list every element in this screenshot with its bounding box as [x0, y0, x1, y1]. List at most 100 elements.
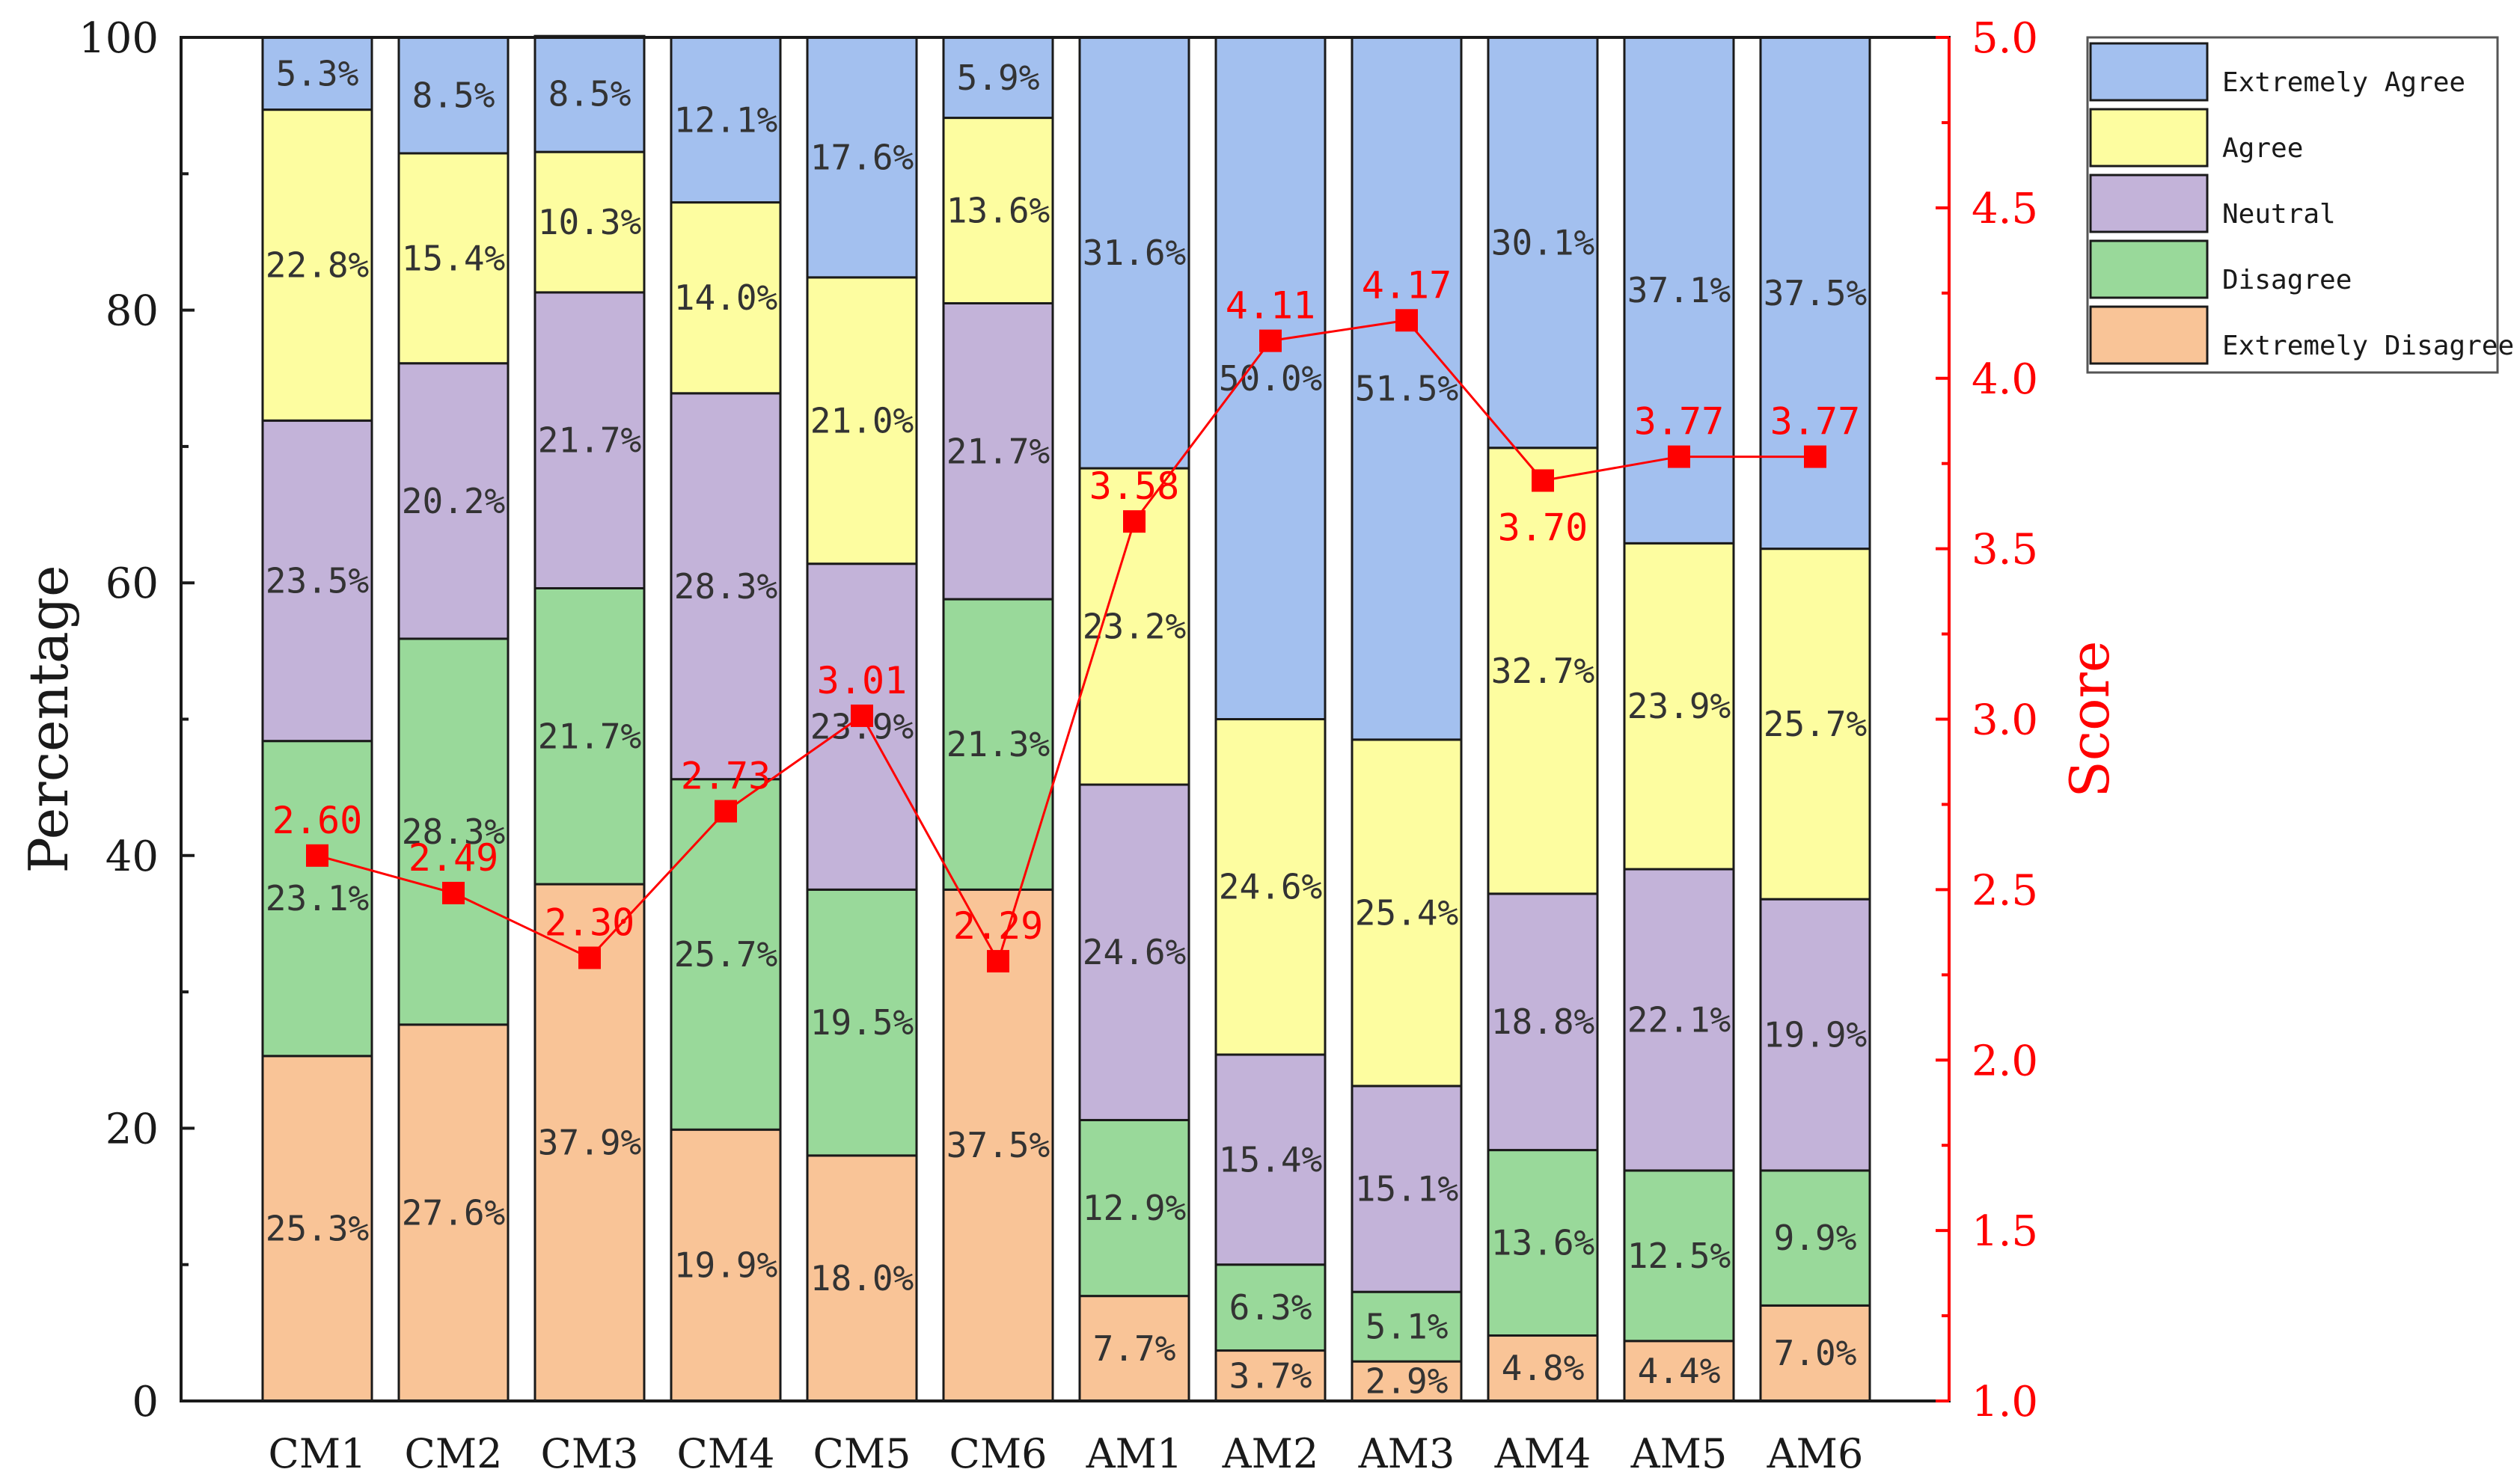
data-label: 6.3% — [1229, 1287, 1312, 1328]
data-label: 13.6% — [946, 191, 1050, 231]
x-tick-label: AM1 — [1086, 1430, 1183, 1477]
bar-segment-am5-agree — [1623, 542, 1735, 871]
y-tick-label: 0 — [132, 1378, 159, 1426]
score-marker — [578, 946, 601, 969]
data-label: 12.5% — [1627, 1236, 1731, 1276]
bar-segment-cm1-agree — [261, 108, 373, 422]
data-label: 25.3% — [266, 1208, 369, 1248]
bar-segment-am2-extremely-agree — [1214, 36, 1327, 720]
bar-segment-am1-extremely-agree — [1078, 36, 1190, 470]
data-label: 25.4% — [1355, 892, 1458, 933]
score-marker — [715, 800, 737, 823]
data-label: 21.0% — [810, 400, 914, 441]
data-label: 15.4% — [1219, 1139, 1322, 1180]
bar-segment-am1-extremely-disagree — [1078, 1295, 1190, 1402]
bar-segment-am3-neutral — [1351, 1085, 1463, 1293]
bar-segment-am6-extremely-disagree — [1759, 1304, 1871, 1402]
bar-segment-am2-agree — [1214, 718, 1327, 1056]
data-label: 19.9% — [1764, 1015, 1867, 1055]
score-label: 4.17 — [1362, 263, 1452, 307]
bar-segment-cm3-extremely-agree — [533, 34, 646, 153]
data-label: 37.1% — [1627, 270, 1731, 310]
x-tick-label: CM3 — [541, 1430, 639, 1477]
bar-segment-am4-disagree — [1487, 1149, 1599, 1337]
bar-segment-am4-neutral — [1487, 892, 1599, 1152]
data-label: 18.0% — [810, 1258, 914, 1298]
data-label: 21.7% — [538, 716, 641, 756]
bar-segment-am1-neutral — [1078, 783, 1190, 1121]
y-tick-label: 100 — [79, 14, 159, 63]
score-marker — [306, 844, 328, 867]
data-label: 22.8% — [266, 245, 369, 285]
data-label: 10.3% — [538, 202, 641, 242]
bar-segment-cm4-disagree — [670, 778, 782, 1131]
data-label: 21.3% — [946, 724, 1050, 764]
bar-segment-cm4-agree — [670, 201, 782, 395]
score-marker — [442, 881, 465, 904]
data-label: 21.7% — [946, 431, 1050, 471]
x-tick-label: AM4 — [1494, 1430, 1591, 1477]
x-tick-label: AM5 — [1630, 1430, 1728, 1477]
bar-segment-cm4-extremely-agree — [670, 36, 782, 204]
legend-label: Extremely Disagree — [2222, 331, 2514, 361]
bar-segment-am3-disagree — [1351, 1290, 1463, 1363]
x-tick-label: AM2 — [1222, 1430, 1319, 1477]
score-label: 2.73 — [681, 755, 771, 798]
axes-layer: CM1 CM2 CM3 CM4 CM5 CM6 AM1 AM2 AM3 AM4 AM5 AM6 0 20 4… — [17, 14, 2121, 1477]
y2-axis-title: Score — [2058, 640, 2121, 797]
data-label: 19.9% — [674, 1245, 777, 1286]
data-label: 9.9% — [1774, 1218, 1857, 1258]
y2-tick-label: 2.5 — [1972, 866, 2038, 915]
x-tick-label: CM4 — [677, 1430, 775, 1477]
data-label: 12.9% — [1083, 1188, 1186, 1228]
bar-segment-cm6-agree — [942, 117, 1054, 304]
score-marker — [1123, 510, 1146, 533]
score-label: 3.58 — [1089, 464, 1179, 508]
data-label: 51.5% — [1355, 368, 1458, 408]
score-marker — [987, 950, 1009, 973]
y2-tick-label: 4.5 — [1972, 185, 2038, 233]
bar-segment-cm4-neutral — [670, 392, 782, 781]
score-marker — [1532, 469, 1554, 492]
bar-segment-cm2-disagree — [397, 637, 510, 1026]
segment-labels-layer: 25.3% 23.1% 23.5% 22.8% 5.3% 27.6% 28.3% 20.2% 1… — [266, 53, 1867, 1401]
data-label: 37.5% — [946, 1125, 1050, 1165]
score-label: 3.77 — [1634, 400, 1724, 444]
score-label: 3.70 — [1498, 506, 1588, 549]
data-label: 8.5% — [548, 74, 631, 114]
bar-segment-cm2-agree — [397, 152, 510, 365]
y-tick-label: 80 — [105, 287, 159, 336]
score-marker — [1259, 329, 1282, 352]
data-label: 23.9% — [1627, 686, 1731, 726]
score-marker — [1668, 445, 1690, 468]
data-label: 24.6% — [1083, 932, 1186, 972]
bar-segment-cm3-neutral — [533, 291, 646, 589]
data-label: 18.8% — [1491, 1002, 1594, 1042]
score-label: 2.29 — [953, 904, 1043, 948]
bar-segment-cm4-extremely-disagree — [670, 1128, 782, 1402]
data-label: 25.7% — [1764, 704, 1867, 744]
bars-layer — [261, 34, 1871, 1402]
bar-segment-am2-disagree — [1214, 1263, 1327, 1352]
bar-segment-am2-neutral — [1214, 1053, 1327, 1266]
bar-segment-cm5-disagree — [806, 888, 918, 1157]
data-label: 14.0% — [674, 278, 777, 318]
score-label: 2.49 — [409, 836, 498, 880]
data-label: 31.6% — [1083, 233, 1186, 273]
data-label: 3.7% — [1229, 1355, 1312, 1396]
score-label: 3.77 — [1770, 400, 1860, 444]
data-label: 25.7% — [674, 934, 777, 975]
x-tick-label: AM6 — [1767, 1430, 1864, 1477]
score-marker — [851, 704, 873, 727]
data-label: 5.1% — [1365, 1307, 1449, 1347]
bar-segment-am6-agree — [1759, 548, 1871, 901]
legend-label: Agree — [2222, 133, 2303, 164]
data-label: 15.4% — [402, 238, 505, 278]
y2-tick-label: 4.0 — [1972, 355, 2038, 404]
data-label: 4.8% — [1502, 1348, 1585, 1388]
legend-label: Extremely Agree — [2222, 67, 2465, 98]
data-label: 37.5% — [1764, 273, 1867, 313]
legend-swatch — [2089, 305, 2209, 365]
data-label: 7.0% — [1774, 1333, 1857, 1373]
